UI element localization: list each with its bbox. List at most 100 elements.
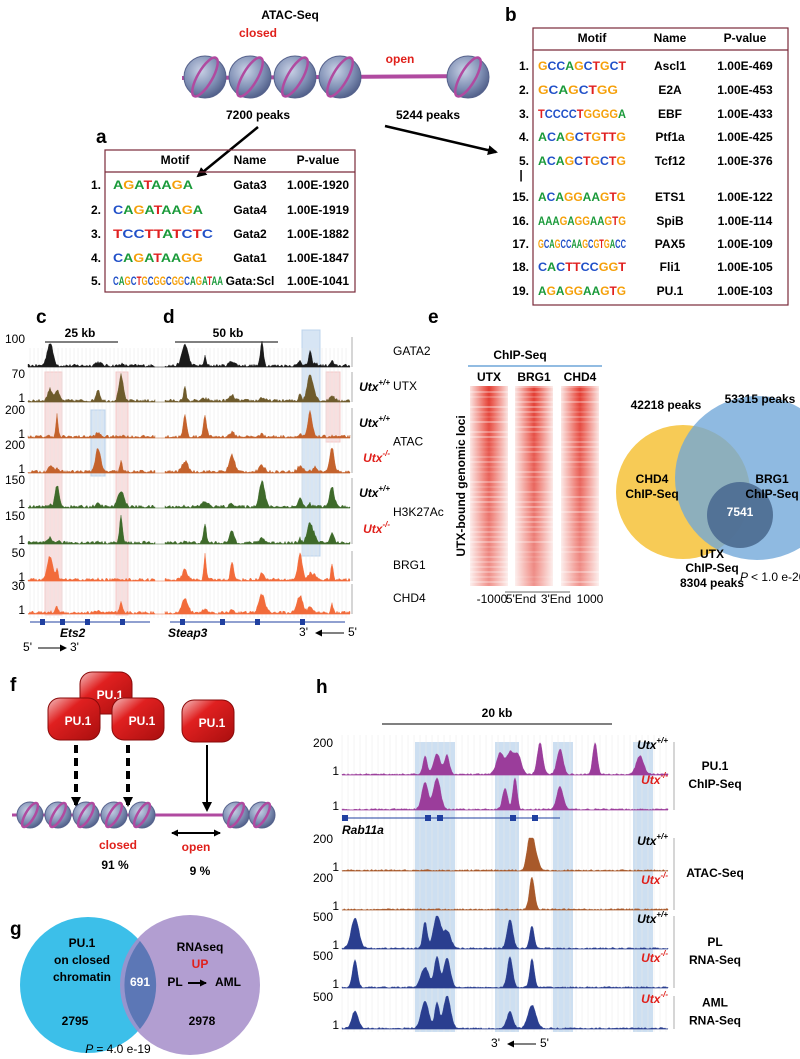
- signal-track: [27, 343, 156, 368]
- row-rank: 4.: [519, 130, 529, 144]
- genotype-label: Utx+/+: [359, 484, 390, 500]
- motif-name: Gata:Scl: [226, 274, 275, 288]
- motif-letter: A: [151, 178, 162, 192]
- motif-letter: G: [172, 274, 178, 288]
- genotype-gene: Utx: [363, 522, 384, 536]
- motif-letter: C: [581, 260, 590, 274]
- dna-wrap: [76, 801, 96, 829]
- motif-logo: C A G ATA A G A: [113, 203, 203, 217]
- motif-letter: C: [545, 107, 553, 121]
- exon: [40, 619, 45, 625]
- motif-letter: G: [582, 214, 590, 228]
- motif-letter: G: [133, 251, 144, 265]
- motif-letter: T: [618, 260, 626, 274]
- heatmap-fade: [561, 386, 599, 586]
- motif-letter: C: [556, 260, 565, 274]
- p-value: 1.00E-103: [717, 284, 773, 298]
- p-value: 1.00E-122: [717, 190, 773, 204]
- genotype-sup: +/+: [656, 736, 668, 745]
- genotype-gene: Utx: [637, 912, 658, 926]
- nucleosome: [446, 55, 490, 99]
- venn-count: 53315 peaks: [725, 392, 796, 406]
- motif-letter: A: [171, 251, 182, 265]
- motif-logo: GCAGCTGG: [538, 83, 618, 97]
- motif-letter: C: [148, 274, 154, 288]
- group-label: ATAC: [393, 435, 424, 449]
- motif-letter: T: [145, 227, 155, 241]
- venn-label: PU.1: [69, 936, 96, 950]
- genotype-label: Utx+/+: [637, 736, 668, 752]
- separator: |: [519, 168, 522, 182]
- motif-logo: TCCCCTGGGGA: [538, 107, 626, 121]
- venn-count: 42218 peaks: [631, 398, 702, 412]
- panel-label: e: [428, 307, 439, 328]
- motif-letter: C: [569, 107, 577, 121]
- motif-letter: A: [162, 227, 173, 241]
- motif-letter: A: [592, 284, 601, 298]
- nucleosome: [273, 55, 317, 99]
- group-label: AML: [702, 996, 728, 1010]
- motif-letter: C: [184, 274, 190, 288]
- signal-track: [27, 555, 156, 582]
- motif-letter: C: [181, 227, 192, 241]
- motif-letter: A: [217, 274, 223, 288]
- motif-letter: A: [134, 178, 145, 192]
- signal-track: [164, 374, 351, 403]
- signal-track: [164, 409, 351, 439]
- track-min: 1: [18, 497, 25, 511]
- track-max: 30: [12, 579, 26, 593]
- heatmap-fade: [515, 386, 553, 586]
- genotype-gene: Utx: [363, 451, 384, 465]
- motif-letter: C: [590, 260, 599, 274]
- motif-letter: A: [547, 260, 556, 274]
- table-frame: [532, 27, 789, 306]
- group-label: ATAC-Seq: [686, 866, 744, 880]
- motif-letter: G: [538, 83, 549, 97]
- motif-letter: T: [207, 274, 212, 288]
- dna-wrap: [454, 56, 482, 98]
- dna-wrap: [226, 801, 246, 829]
- venn-label: chromatin: [53, 970, 111, 984]
- track-min: 1: [332, 799, 339, 813]
- genotype-sup: -/-: [660, 871, 668, 880]
- motif-name: Gata3: [233, 178, 267, 192]
- p-value: 1.00E-376: [717, 154, 773, 168]
- column-header: Name: [234, 153, 267, 167]
- motif-letter: C: [615, 237, 621, 251]
- motif-letter: T: [172, 227, 182, 241]
- motif-letter: C: [548, 59, 557, 73]
- row-rank: 16.: [512, 214, 529, 228]
- track-min: 1: [18, 603, 25, 617]
- track-min: 1: [332, 860, 339, 874]
- group-label: PU.1: [702, 759, 729, 773]
- row-rank: 1.: [91, 178, 101, 192]
- column-header: P-value: [724, 31, 767, 45]
- dna-wrap: [132, 801, 152, 829]
- p-symbol: P: [740, 570, 748, 584]
- pu1-label: PU.1: [65, 714, 92, 728]
- signal-track: [164, 593, 351, 615]
- venn-label: ChIP-Seq: [685, 561, 738, 575]
- motif-letter: T: [154, 227, 164, 241]
- scale-label: 25 kb: [65, 326, 96, 340]
- exon: [180, 619, 185, 625]
- genotype-sup: -/-: [382, 520, 390, 529]
- track-min: 1: [18, 462, 25, 476]
- motif-name: Ascl1: [654, 59, 686, 73]
- motif-letter: A: [538, 214, 545, 228]
- dna-wrap: [48, 801, 68, 829]
- pu1-label: PU.1: [97, 688, 124, 702]
- motif-letter: G: [125, 274, 131, 288]
- p-value: 1.00E-469: [717, 59, 773, 73]
- panel-label: c: [36, 307, 47, 328]
- motif-name: Gata1: [233, 251, 267, 265]
- column-header: Motif: [161, 153, 191, 167]
- motif-letter: A: [549, 237, 555, 251]
- motif-letter: A: [172, 203, 183, 217]
- motif-letter: G: [178, 274, 184, 288]
- motif-letter: A: [552, 214, 559, 228]
- motif-letter: A: [590, 214, 597, 228]
- row-rank: 18.: [512, 260, 529, 274]
- motif-letter: T: [584, 130, 592, 144]
- motif-letter: C: [549, 83, 559, 97]
